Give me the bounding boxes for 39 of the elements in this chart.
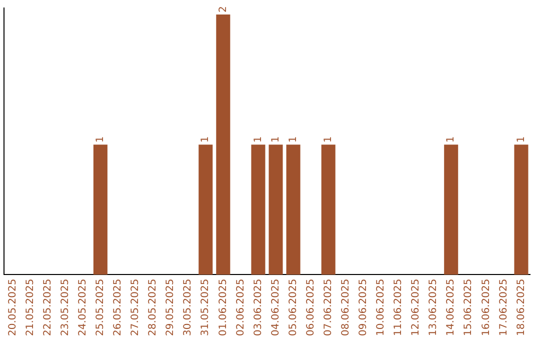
- x-tick-label: 02.06.2025: [235, 278, 246, 336]
- data-label: 1: [322, 136, 334, 143]
- x-tick-label: 27.05.2025: [130, 278, 142, 336]
- data-label: 1: [270, 136, 282, 143]
- x-tick-label: 14.06.2025: [446, 278, 457, 336]
- x-tick-label: 07.06.2025: [322, 278, 334, 336]
- x-tick-label: 03.06.2025: [252, 278, 264, 336]
- x-tick-label: 10.06.2025: [376, 278, 387, 336]
- x-tick-label: 04.06.2025: [270, 278, 282, 336]
- x-tick-label: 29.05.2025: [165, 278, 176, 336]
- x-tick-label: 01.06.2025: [218, 278, 229, 336]
- data-label: 1: [516, 136, 527, 143]
- data-label: 1: [95, 136, 106, 143]
- x-tick-label: 21.05.2025: [24, 278, 36, 336]
- x-tick-label: 09.06.2025: [358, 278, 370, 336]
- x-tick-label: 12.06.2025: [410, 278, 422, 336]
- x-tick-label: 06.06.2025: [305, 278, 316, 336]
- x-tick-label: 08.06.2025: [340, 278, 352, 336]
- x-tick-label: 11.06.2025: [393, 278, 404, 336]
- x-tick-label: 24.05.2025: [77, 278, 88, 336]
- x-tick-label: 05.06.2025: [288, 278, 299, 336]
- x-tick-label: 22.05.2025: [42, 278, 54, 336]
- x-tick-label: 16.06.2025: [480, 278, 492, 336]
- x-tick-label: 17.06.2025: [498, 278, 510, 336]
- data-label: 1: [446, 136, 457, 143]
- x-tick-label: 28.05.2025: [148, 278, 159, 336]
- x-tick-label: 31.05.2025: [200, 278, 212, 336]
- x-tick-label: 18.06.2025: [516, 278, 527, 336]
- data-label: 2: [218, 6, 229, 13]
- x-tick-label: 26.05.2025: [112, 278, 124, 336]
- x-tick-label: 25.05.2025: [95, 278, 106, 336]
- x-tick-label: 15.06.2025: [463, 278, 474, 336]
- x-tick-label: 23.05.2025: [60, 278, 71, 336]
- data-label: 1: [200, 136, 212, 143]
- x-tick-label: 30.05.2025: [182, 278, 194, 336]
- x-tick-label: 13.06.2025: [428, 278, 440, 336]
- data-label: 1: [288, 136, 299, 143]
- data-label: 1: [252, 136, 264, 143]
- x-tick-label: 20.05.2025: [7, 278, 18, 336]
